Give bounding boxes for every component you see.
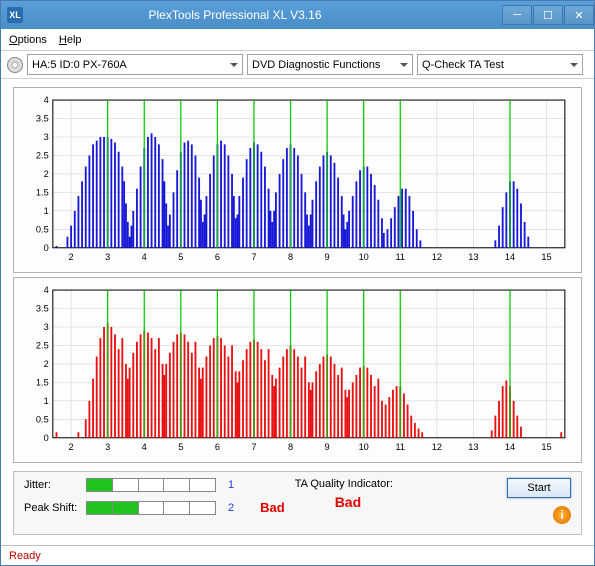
start-button[interactable]: Start <box>507 478 571 498</box>
svg-text:2: 2 <box>44 169 49 179</box>
status-text: Ready <box>9 550 41 562</box>
svg-text:8: 8 <box>288 252 293 262</box>
svg-text:5: 5 <box>178 442 183 452</box>
svg-text:5: 5 <box>178 252 183 262</box>
menu-options[interactable]: Options <box>9 34 47 46</box>
svg-text:6: 6 <box>215 252 220 262</box>
test-dropdown-value: Q-Check TA Test <box>422 59 504 71</box>
svg-text:1: 1 <box>44 206 49 216</box>
app-window: XL PlexTools Professional XL V3.16 ─ ☐ ✕… <box>0 0 595 566</box>
svg-text:3.5: 3.5 <box>36 114 49 124</box>
jitter-bar <box>86 478 216 492</box>
chart-bottom-box: 0 0.5 1 1.5 2 2.5 3 3.5 4 2 3 4 5 6 7 8 9 10 11 12 13 14 15 <box>13 277 582 463</box>
info-icon[interactable]: i <box>553 506 571 524</box>
svg-text:14: 14 <box>505 252 515 262</box>
svg-text:1.5: 1.5 <box>36 187 49 197</box>
svg-text:3.5: 3.5 <box>36 304 49 314</box>
content-area: 00.511.522.533.5423456789101112131415 00… <box>1 79 594 545</box>
svg-text:11: 11 <box>395 442 405 452</box>
svg-text:14: 14 <box>505 442 515 452</box>
svg-text:2: 2 <box>69 252 74 262</box>
minimize-button[interactable]: ─ <box>502 5 532 25</box>
function-dropdown[interactable]: DVD Diagnostic Functions <box>247 54 413 75</box>
close-button[interactable]: ✕ <box>564 5 594 25</box>
ta-quality-label: TA Quality Indicator: <box>295 478 491 490</box>
svg-text:12: 12 <box>432 442 442 452</box>
maximize-button[interactable]: ☐ <box>533 5 563 25</box>
drive-dropdown[interactable]: HA:5 ID:0 PX-760A <box>27 54 243 75</box>
svg-text:1.5: 1.5 <box>36 377 49 387</box>
test-dropdown[interactable]: Q-Check TA Test <box>417 54 583 75</box>
svg-text:10: 10 <box>359 442 369 452</box>
svg-text:13: 13 <box>468 442 478 452</box>
jitter-value: 1 <box>228 479 234 491</box>
svg-text:0: 0 <box>44 433 49 443</box>
svg-text:12: 12 <box>432 252 442 262</box>
peakshift-bar <box>86 501 216 515</box>
chart-top: 0 0.5 1 1.5 2 2.5 3 3.5 4 2 3 4 5 6 7 8 9 10 11 12 13 14 15 <box>18 94 571 268</box>
svg-text:4: 4 <box>142 442 147 452</box>
drive-dropdown-value: HA:5 ID:0 PX-760A <box>32 59 127 71</box>
svg-text:9: 9 <box>325 442 330 452</box>
svg-text:2.5: 2.5 <box>36 151 49 161</box>
chart-top-box: 0 0.5 1 1.5 2 2.5 3 3.5 4 2 3 4 5 6 7 8 9 10 11 12 13 14 15 <box>13 87 582 273</box>
svg-text:0.5: 0.5 <box>36 414 49 424</box>
svg-text:15: 15 <box>541 442 551 452</box>
svg-text:3: 3 <box>105 442 110 452</box>
svg-text:6: 6 <box>215 442 220 452</box>
svg-text:0: 0 <box>44 243 49 253</box>
svg-text:4: 4 <box>44 95 49 105</box>
svg-text:10: 10 <box>359 252 369 262</box>
svg-text:4: 4 <box>142 252 147 262</box>
peakshift-label: Peak Shift: <box>24 502 80 514</box>
svg-text:8: 8 <box>288 442 293 452</box>
peakshift-value: 2 <box>228 502 234 514</box>
svg-text:2: 2 <box>44 359 49 369</box>
svg-text:11: 11 <box>395 252 405 262</box>
toolbar: HA:5 ID:0 PX-760A DVD Diagnostic Functio… <box>1 51 594 79</box>
window-title: PlexTools Professional XL V3.16 <box>29 8 501 22</box>
svg-text:0.5: 0.5 <box>36 224 49 234</box>
svg-text:2: 2 <box>69 442 74 452</box>
app-icon: XL <box>7 7 23 23</box>
jitter-label: Jitter: <box>24 479 80 491</box>
menubar: Options Help <box>1 29 594 51</box>
svg-text:15: 15 <box>541 252 551 262</box>
peakshift-bad: Bad <box>260 500 285 515</box>
ta-quality-value: Bad <box>335 494 491 510</box>
titlebar: XL PlexTools Professional XL V3.16 ─ ☐ ✕ <box>1 1 594 29</box>
svg-text:7: 7 <box>251 252 256 262</box>
svg-text:1: 1 <box>44 396 49 406</box>
svg-text:13: 13 <box>468 252 478 262</box>
disc-icon <box>7 57 23 73</box>
svg-text:3: 3 <box>105 252 110 262</box>
svg-text:9: 9 <box>325 252 330 262</box>
chart-bottom: 0 0.5 1 1.5 2 2.5 3 3.5 4 2 3 4 5 6 7 8 9 10 11 12 13 14 15 <box>18 284 571 458</box>
svg-text:7: 7 <box>251 442 256 452</box>
bottom-panel: Jitter: 1 Peak Shift: 2 Bad TA Quality I… <box>13 471 582 535</box>
statusbar: Ready <box>1 545 594 565</box>
svg-text:2.5: 2.5 <box>36 341 49 351</box>
svg-text:3: 3 <box>44 132 49 142</box>
svg-text:4: 4 <box>44 285 49 295</box>
function-dropdown-value: DVD Diagnostic Functions <box>252 59 380 71</box>
svg-text:3: 3 <box>44 322 49 332</box>
menu-help[interactable]: Help <box>59 34 82 46</box>
